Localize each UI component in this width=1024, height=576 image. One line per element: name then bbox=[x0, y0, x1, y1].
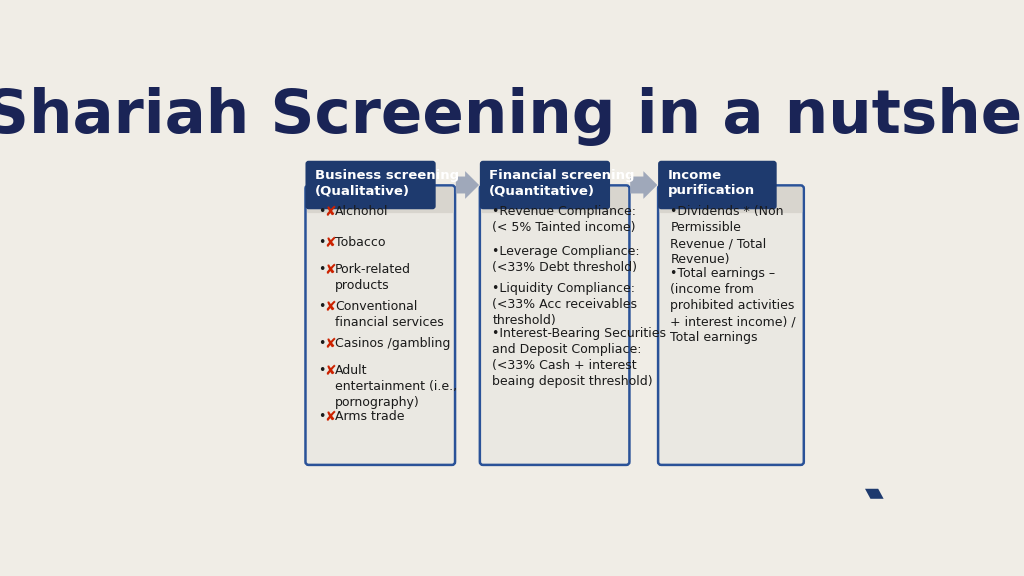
Text: Casinos /gambling: Casinos /gambling bbox=[335, 337, 451, 350]
Text: Arms trade: Arms trade bbox=[335, 410, 404, 423]
Text: Shariah Screening in a nutshell: Shariah Screening in a nutshell bbox=[0, 88, 1024, 146]
Text: •: • bbox=[317, 337, 326, 350]
Text: Income
purification: Income purification bbox=[668, 169, 755, 197]
FancyBboxPatch shape bbox=[305, 161, 435, 209]
Text: Alchohol: Alchohol bbox=[335, 206, 388, 218]
Text: •Interest-Bearing Securities
and Deposit Compliace:
(<33% Cash + interest
beaing: •Interest-Bearing Securities and Deposit… bbox=[493, 327, 667, 388]
Text: •Liquidity Compliance:
(<33% Acc receivables
threshold): •Liquidity Compliance: (<33% Acc receiva… bbox=[493, 282, 637, 327]
Text: ✘: ✘ bbox=[324, 337, 336, 351]
Text: ✘: ✘ bbox=[324, 206, 336, 219]
Text: Pork-related
products: Pork-related products bbox=[335, 263, 411, 292]
Text: ✘: ✘ bbox=[324, 410, 336, 425]
FancyBboxPatch shape bbox=[307, 187, 454, 213]
Text: •: • bbox=[317, 410, 326, 423]
Text: •: • bbox=[317, 364, 326, 377]
FancyBboxPatch shape bbox=[305, 185, 455, 465]
Text: Adult
entertainment (i.e.,
pornography): Adult entertainment (i.e., pornography) bbox=[335, 364, 457, 409]
Text: Conventional
financial services: Conventional financial services bbox=[335, 300, 443, 329]
Text: •: • bbox=[317, 263, 326, 276]
Text: •Dividends * (Non
Permissible
Revenue / Total
Revenue): •Dividends * (Non Permissible Revenue / … bbox=[671, 206, 784, 267]
Text: Financial screening
(Quantitative): Financial screening (Quantitative) bbox=[489, 169, 635, 197]
FancyBboxPatch shape bbox=[480, 161, 610, 209]
Polygon shape bbox=[456, 171, 479, 199]
Text: ✘: ✘ bbox=[324, 236, 336, 250]
Text: Business screening
(Qualitative): Business screening (Qualitative) bbox=[314, 169, 459, 197]
FancyBboxPatch shape bbox=[659, 187, 802, 213]
Polygon shape bbox=[865, 489, 884, 499]
FancyBboxPatch shape bbox=[658, 185, 804, 465]
Text: ✘: ✘ bbox=[324, 364, 336, 378]
Text: •: • bbox=[317, 236, 326, 249]
Text: ✘: ✘ bbox=[324, 300, 336, 314]
Text: •: • bbox=[317, 206, 326, 218]
Polygon shape bbox=[630, 171, 657, 199]
Text: •Revenue Compliance:
(< 5% Tainted income): •Revenue Compliance: (< 5% Tainted incom… bbox=[493, 206, 636, 234]
FancyBboxPatch shape bbox=[480, 185, 630, 465]
Text: Tobacco: Tobacco bbox=[335, 236, 385, 249]
Text: ✘: ✘ bbox=[324, 263, 336, 277]
Text: •Leverage Compliance:
(<33% Debt threshold): •Leverage Compliance: (<33% Debt thresho… bbox=[493, 245, 640, 274]
FancyBboxPatch shape bbox=[481, 187, 628, 213]
Text: •Total earnings –
(income from
prohibited activities
+ interest income) /
Total : •Total earnings – (income from prohibite… bbox=[671, 267, 796, 344]
FancyBboxPatch shape bbox=[658, 161, 776, 209]
Text: •: • bbox=[317, 300, 326, 313]
